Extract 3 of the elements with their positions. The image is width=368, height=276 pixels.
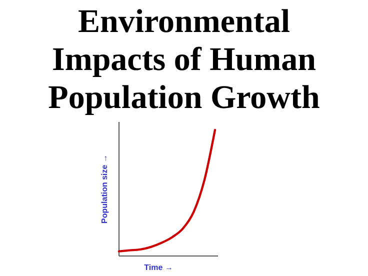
x-axis-title: Time → bbox=[144, 263, 173, 272]
chart-title: Environmental Impacts of Human Population Growth bbox=[48, 4, 320, 116]
y-axis-title: Population size → bbox=[100, 154, 109, 224]
